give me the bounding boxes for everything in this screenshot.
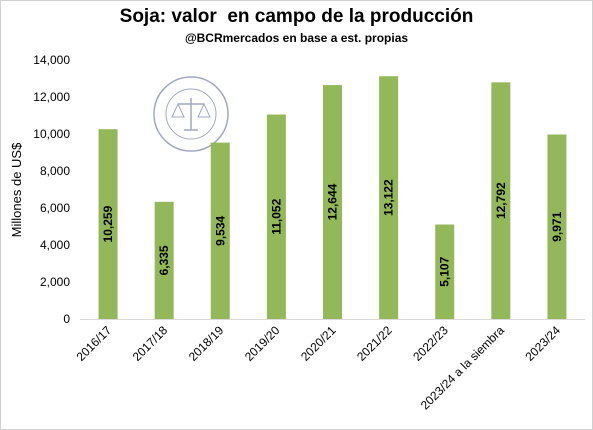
bar [491,82,511,320]
bar-value-label: 13,122 [382,179,396,216]
bar-value-label: 11,052 [269,198,283,234]
bar [323,85,342,319]
bar [435,224,455,319]
y-tick-label: 0 [63,312,70,326]
y-axis-label: Millones de US$ [9,142,24,237]
y-tick-label: 14,000 [33,53,70,67]
chart-title: Soja: valor en campo de la producción [119,6,474,27]
y-tick-label: 4,000 [40,238,70,252]
bar-value-label: 6,335 [157,245,171,275]
x-tick-label: 2023/24 [522,323,563,364]
bar [547,134,567,319]
y-axis-label-group: Millones de US$ [9,142,24,237]
x-tick-label: 2019/20 [242,323,283,364]
y-tick-label: 2,000 [40,275,70,289]
y-tick-label: 12,000 [33,90,70,104]
bar [379,76,399,319]
bar [98,129,118,319]
y-tick-label: 6,000 [40,201,70,215]
scales-of-justice-seal-icon [153,76,229,152]
bar [266,114,286,320]
bar-value-label: 12,792 [494,182,508,219]
bar [210,142,230,319]
chart-subtitle: @BCRmercados en base a est. propias [184,31,409,45]
bar-value-label: 9,534 [213,215,227,245]
bar-value-label: 12,644 [326,183,340,220]
x-tick-label: 2016/17 [74,323,115,364]
y-tick-label: 8,000 [40,164,70,178]
x-tick-label: 2018/19 [186,323,227,364]
x-tick-label: 2022/23 [410,323,451,364]
x-tick-label: 2017/18 [130,323,171,364]
bar-value-label: 9,971 [550,211,564,241]
bar-value-label: 5,107 [438,256,452,286]
bar [154,201,174,319]
x-tick-label: 2020/21 [298,323,339,364]
bcr-seal-watermark [153,76,229,152]
bar-value-label: 10,259 [101,205,115,242]
y-tick-label: 10,000 [33,127,70,141]
x-tick-label: 2021/22 [354,323,395,364]
